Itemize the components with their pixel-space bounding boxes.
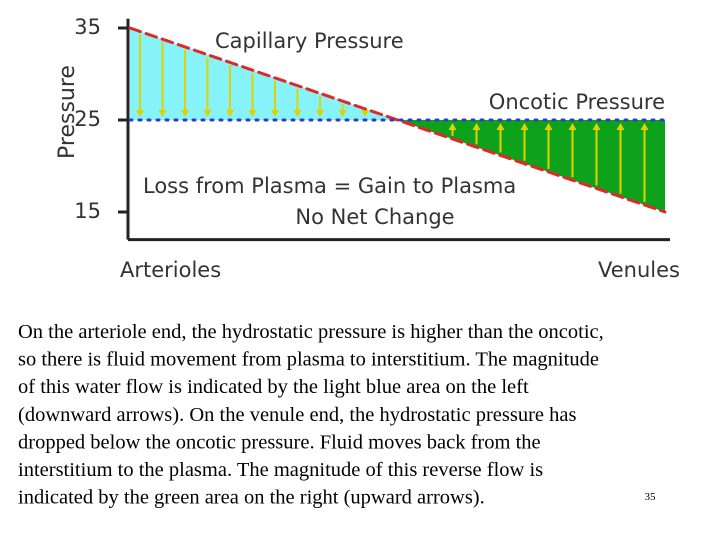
- flow-arrow-head: [293, 110, 302, 117]
- flow-arrow-head: [568, 123, 577, 130]
- caption-line: of this water flow is indicated by the l…: [18, 376, 529, 398]
- flow-arrow-head: [472, 123, 481, 130]
- flow-arrow-head: [248, 110, 257, 117]
- y-tick-label: 15: [74, 199, 101, 223]
- flow-arrow-head: [316, 110, 324, 117]
- y-tick-label: 35: [74, 15, 101, 39]
- caption-line: dropped below the oncotic pressure. Flui…: [18, 431, 541, 453]
- flow-arrow-head: [203, 110, 212, 117]
- y-axis-label: Pressure: [55, 65, 80, 159]
- flow-arrow-head: [361, 110, 369, 117]
- flow-arrow-head: [136, 110, 144, 117]
- slide-number: 35: [645, 491, 657, 503]
- y-tick-label: 25: [74, 107, 101, 131]
- flow-arrow-head: [592, 123, 601, 130]
- caption-line: On the arteriole end, the hydrostatic pr…: [18, 321, 604, 343]
- caption-line: interstitium to the plasma. The magnitud…: [18, 459, 543, 481]
- flow-arrow-head: [338, 110, 347, 117]
- caption: On the arteriole end, the hydrostatic pr…: [18, 321, 604, 509]
- flow-arrow-head: [496, 123, 505, 130]
- flow-arrow-head: [181, 110, 189, 117]
- series-line: [128, 26, 667, 214]
- flow-arrow-head: [616, 123, 625, 130]
- flow-arrow-head: [544, 123, 553, 130]
- annotation: Loss from Plasma = Gain to Plasma: [143, 174, 516, 198]
- flow-arrow-head: [271, 110, 279, 117]
- flow-arrow-head: [158, 110, 167, 117]
- annotation: No Net Change: [295, 205, 454, 229]
- flow-arrow-head: [226, 110, 234, 117]
- flow-arrow-head: [520, 123, 529, 130]
- flow-arrow-head: [448, 123, 457, 130]
- x-tick-label: Arterioles: [120, 258, 221, 282]
- x-tick-label: Venules: [598, 258, 680, 282]
- flow-arrow-head: [640, 123, 649, 130]
- caption-line: indicated by the green area on the right…: [18, 487, 485, 509]
- caption-line: (downward arrows). On the venule end, th…: [18, 404, 576, 426]
- caption-line: so there is fluid movement from plasma t…: [18, 349, 599, 371]
- series-label: Capillary Pressure: [215, 29, 404, 53]
- series-label: Oncotic Pressure: [489, 90, 665, 114]
